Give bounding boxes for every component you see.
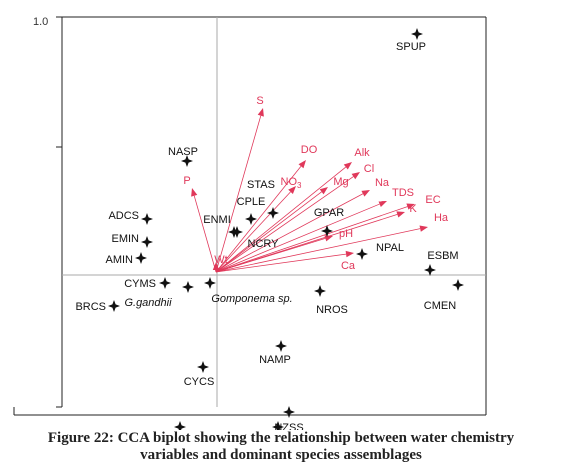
species-label-adcs: ADCS (108, 210, 139, 222)
arrow-shaft-do (215, 165, 302, 273)
variable-label-s: S (256, 95, 263, 107)
arrow-head-alk (343, 162, 352, 170)
arrow-shaft-cl (215, 176, 354, 273)
variable-label-cl: Cl (364, 163, 374, 175)
variable-arrows (191, 108, 428, 273)
arrow-head-p (191, 188, 198, 197)
arrow-head-ec (406, 203, 415, 210)
figure-caption: Figure 22: CCA biplot showing the relati… (0, 430, 562, 464)
arrow-head-cl (351, 172, 360, 180)
arrow-head-na (361, 190, 370, 197)
species-label-g-gandhii: G.gandhii (124, 297, 172, 309)
species-label-nasp: NASP (168, 146, 198, 158)
variable-label-k: K (409, 203, 417, 215)
species-label-spup: SPUP (396, 41, 426, 53)
species-points (108, 28, 464, 430)
species-label-amin: AMIN (106, 254, 134, 266)
variable-label-ca: Ca (341, 260, 356, 272)
arrow-shaft-ec (215, 206, 408, 273)
species-point-stas (267, 207, 279, 219)
arrow-head-mg (319, 187, 328, 195)
caption-line-1: Figure 22: CCA biplot showing the relati… (47, 430, 515, 446)
species-point-emin (141, 236, 153, 248)
species-point-adcs (141, 213, 153, 225)
labels-layer: S DO Alk Cl NO3 Mg Na P TDS EC K Ha pH Ca Wt SPUP NASP ST… (75, 41, 458, 430)
arrow-shaft-na (215, 193, 364, 273)
species-point-nros (314, 285, 326, 297)
arrow-shaft-ph (215, 237, 326, 273)
variable-label-ph: pH (339, 228, 353, 240)
arrow-head-k (396, 211, 405, 218)
species-point-unlabeled-21 (272, 421, 284, 430)
species-label-ncry: NCRY (248, 238, 280, 250)
arrow-shaft-no3 (215, 191, 291, 273)
species-point-cple (245, 213, 257, 225)
arrow-head-ph (324, 235, 333, 242)
species-label-gomponema-sp-: Gomponema sp. (211, 293, 292, 305)
variable-label-alk: Alk (354, 147, 370, 159)
arrow-shaft-alk (215, 166, 347, 273)
species-point-npal (356, 248, 368, 260)
variable-label-mg: Mg (333, 176, 348, 188)
arrow-head-wt (212, 262, 220, 270)
arrow-shaft-p (193, 195, 217, 273)
caption-line-2: variables and dominant species assemblag… (140, 447, 422, 463)
species-point-g-gandhii (182, 281, 194, 293)
species-label-cyms: CYMS (124, 278, 156, 290)
species-label-nros: NROS (316, 304, 348, 316)
species-point-cycs (197, 361, 209, 373)
species-point-nasp (181, 155, 193, 167)
variable-label-wt: Wt (214, 254, 227, 266)
species-point-spup (411, 28, 423, 40)
arrow-shaft-ca (215, 253, 347, 273)
species-point-nzss (283, 406, 295, 418)
y-tick-label: 1.0 (33, 16, 48, 28)
species-label-cmen: CMEN (424, 300, 456, 312)
cca-biplot: 1.0 S DO Alk Cl NO3 Mg Na P TDS EC K Ha pH Ca Wt SPUP NA… (13, 16, 487, 430)
variable-label-no3: NO3 (281, 176, 303, 190)
species-label-namp: NAMP (259, 354, 291, 366)
variable-label-do: DO (301, 144, 318, 156)
arrow-head-no3 (288, 186, 296, 195)
arrow-head-s (257, 108, 264, 117)
species-point-ncry (231, 226, 243, 238)
variable-label-na: Na (375, 177, 390, 189)
species-label-cycs: CYCS (184, 376, 215, 388)
species-point-gpar (321, 225, 333, 237)
species-label-cple: CPLE (237, 196, 266, 208)
arrow-head-tds (378, 201, 387, 208)
variable-label-ha: Ha (434, 212, 449, 224)
species-label-brcs: BRCS (75, 301, 106, 313)
variable-label-p: P (183, 175, 190, 187)
arrow-shaft-s (215, 115, 262, 273)
arrow-shaft-mg (215, 191, 322, 273)
species-label-enmi: ENMI (203, 214, 231, 226)
variable-label-ec: EC (425, 194, 440, 206)
species-point-brcs (108, 300, 120, 312)
species-label-esbm: ESBM (427, 250, 458, 262)
variable-label-tds: TDS (392, 187, 414, 199)
arrow-head-ca (345, 250, 354, 258)
species-label-npal: NPAL (376, 242, 404, 254)
species-point-esbm (424, 264, 436, 276)
arrow-shaft-ha (215, 228, 421, 273)
species-label-gpar: GPAR (314, 207, 344, 219)
species-point-cyms (159, 277, 171, 289)
species-point-gomponema-sp- (204, 277, 216, 289)
species-label-emin: EMIN (112, 233, 140, 245)
species-label-nzss: NZSS (274, 422, 303, 430)
species-point-namp (275, 340, 287, 352)
species-label-stas: STAS (247, 179, 275, 191)
arrow-head-ha (419, 225, 428, 232)
species-point-unlabeled-22 (174, 421, 186, 430)
arrow-head-do (298, 160, 306, 169)
species-point-amin (135, 252, 147, 264)
arrow-shaft-tds (215, 203, 380, 273)
species-point-cmen (452, 279, 464, 291)
